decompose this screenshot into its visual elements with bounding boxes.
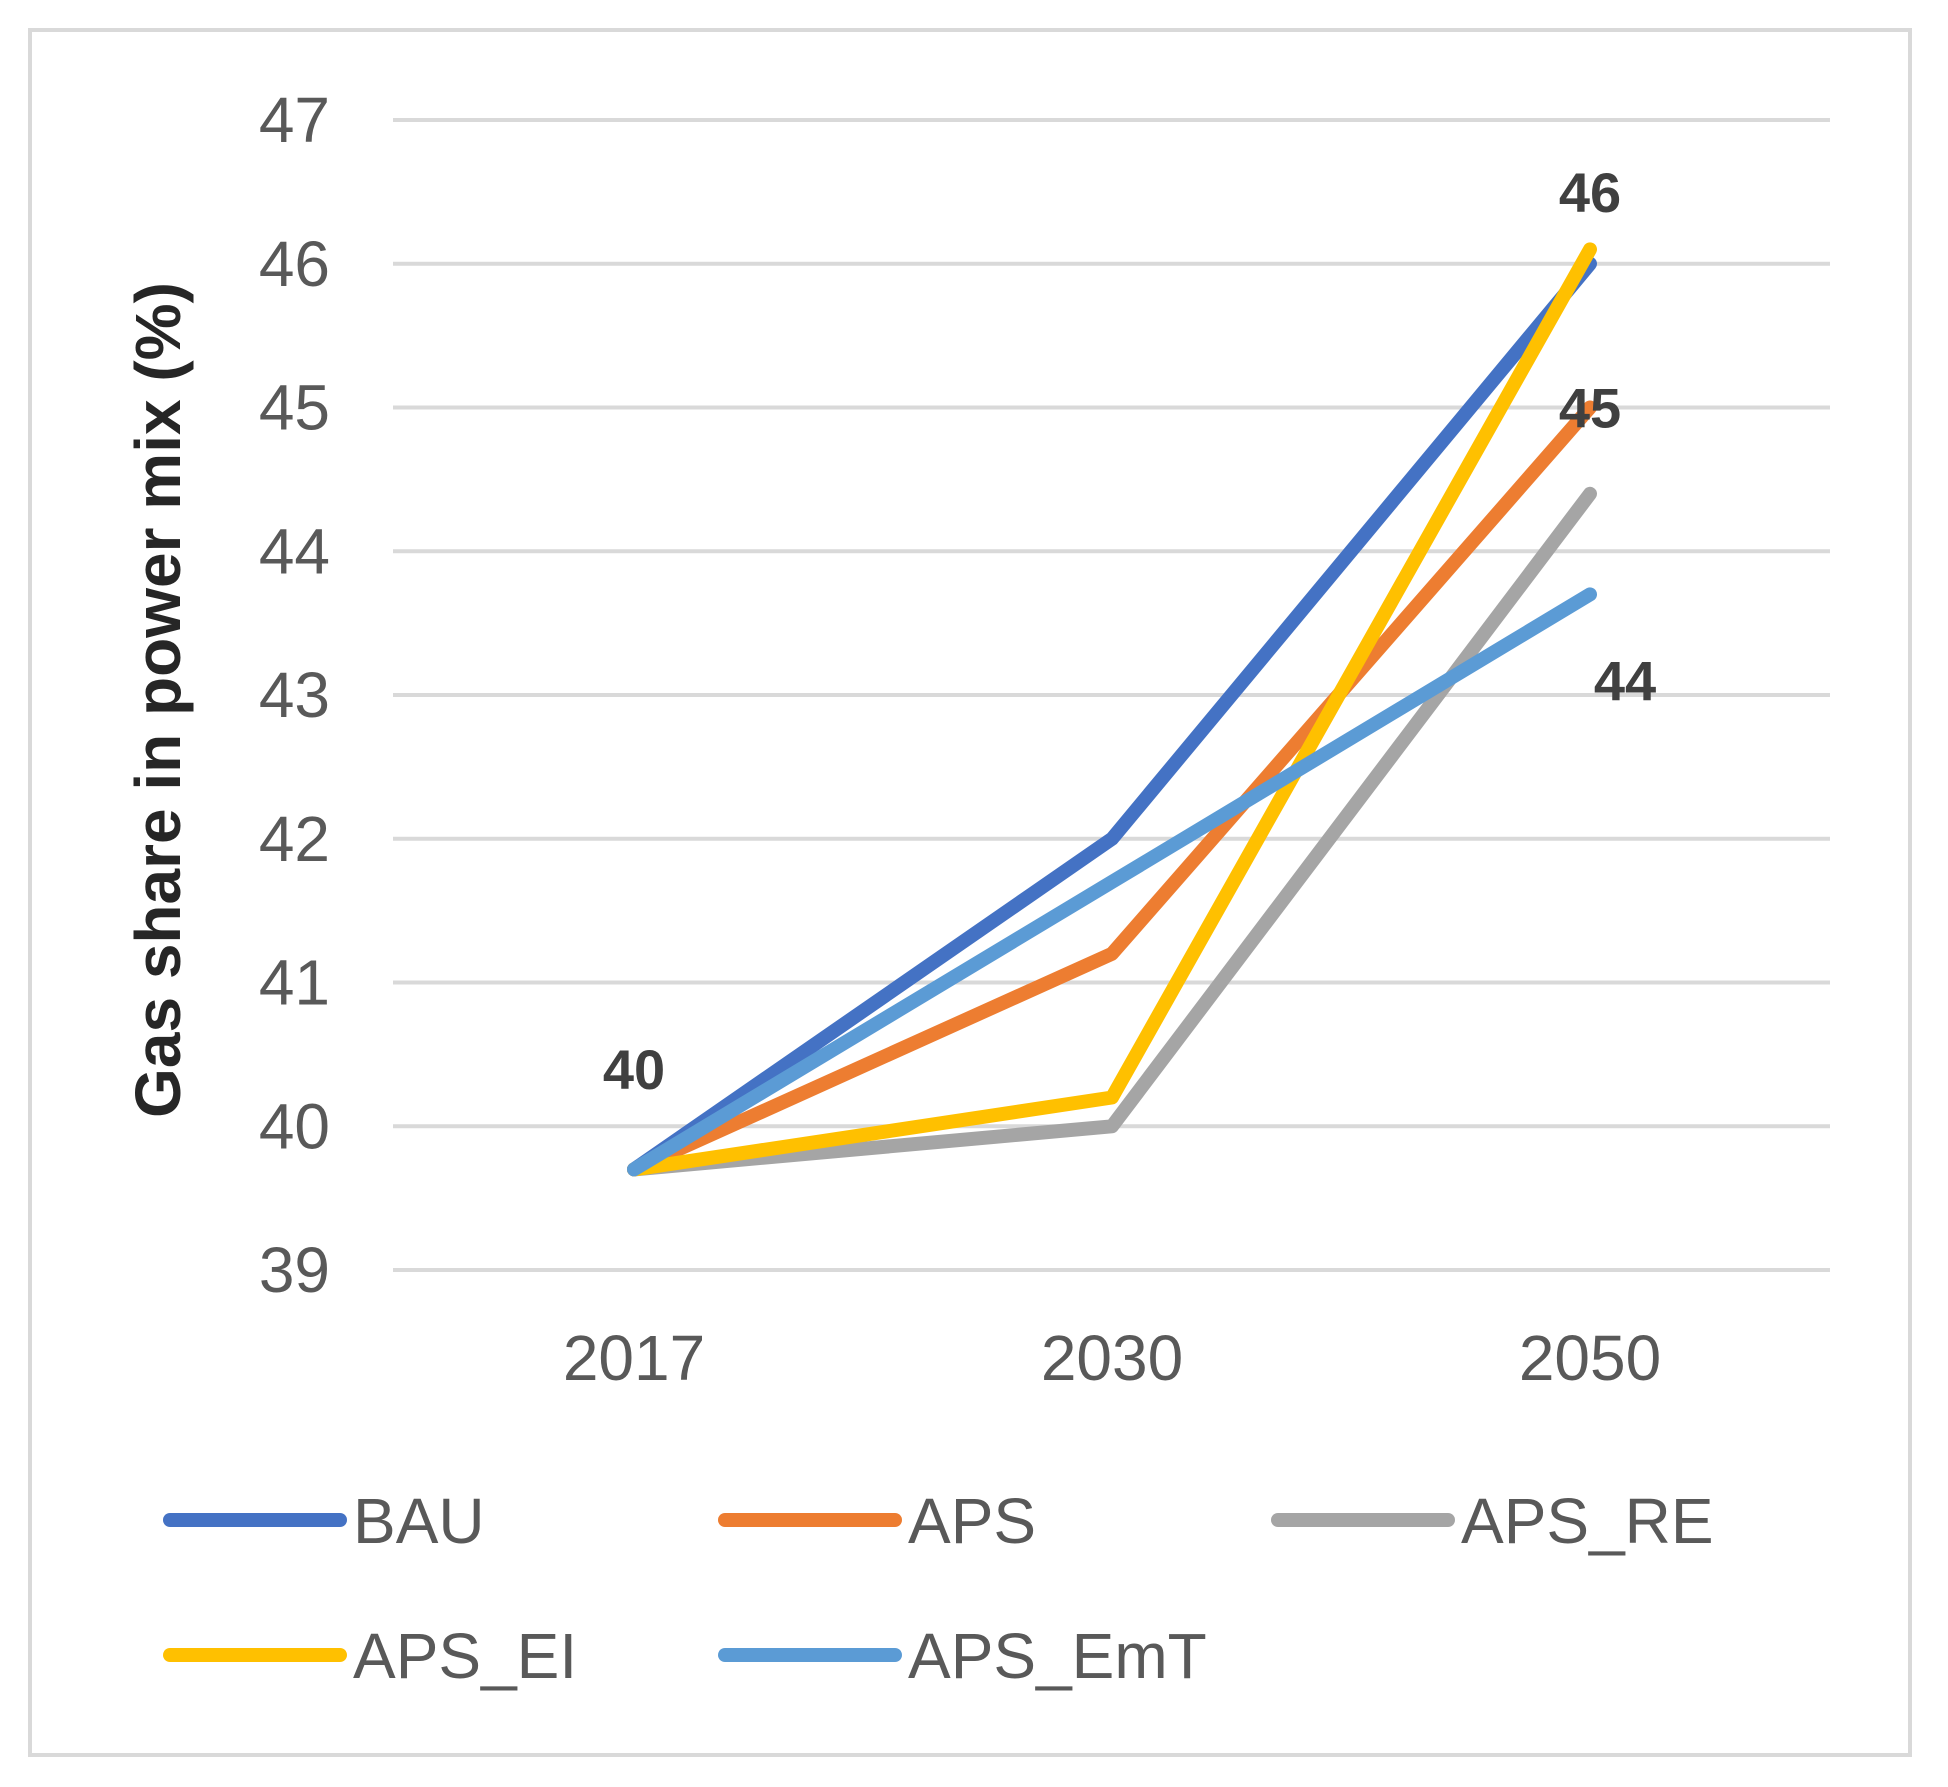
data-label: 40	[603, 1038, 665, 1101]
y-tick-label: 39	[259, 1234, 330, 1306]
y-tick-label: 42	[259, 803, 330, 875]
legend-label: APS_EI	[353, 1620, 577, 1692]
x-axis-ticks: 2017 2030 2050	[563, 1322, 1661, 1394]
x-tick-label: 2030	[1041, 1322, 1183, 1394]
legend-item: APS	[718, 1485, 1036, 1557]
legend-item: APS_EmT	[718, 1620, 1207, 1692]
chart-frame	[28, 28, 1912, 1757]
legend-item: APS_RE	[1271, 1485, 1714, 1557]
x-tick-label: 2050	[1519, 1322, 1661, 1394]
series-lines	[627, 242, 1597, 1177]
y-axis-ticks: 39 40 41 42 43 44 45 46 47	[259, 84, 330, 1306]
series-line-aps-ei	[627, 242, 1597, 1177]
y-tick-label: 43	[259, 659, 330, 731]
y-tick-label: 41	[259, 947, 330, 1019]
x-tick-label: 2017	[563, 1322, 705, 1394]
y-tick-label: 47	[259, 84, 330, 156]
series-line-aps-re	[627, 486, 1597, 1177]
data-label: 45	[1559, 377, 1621, 440]
legend-label: BAU	[353, 1485, 485, 1557]
legend-label: APS	[908, 1485, 1036, 1557]
y-tick-label: 40	[259, 1090, 330, 1162]
legend-label: APS_EmT	[908, 1620, 1207, 1692]
y-tick-label: 45	[259, 372, 330, 444]
y-tick-label: 46	[259, 228, 330, 300]
data-labels: 40 46 45 44	[603, 161, 1656, 1101]
data-label: 46	[1559, 161, 1621, 224]
legend-item: BAU	[163, 1485, 485, 1557]
series-line-aps	[627, 400, 1597, 1177]
legend-item: APS_EI	[163, 1620, 577, 1692]
series-line-bau	[627, 256, 1597, 1177]
y-axis-title: Gas share in power mix (%)	[122, 282, 194, 1118]
data-label: 44	[1594, 650, 1656, 713]
series-line-aps-emt	[627, 587, 1597, 1177]
legend: BAU APS APS_RE APS_EI APS_EmT	[163, 1485, 1714, 1692]
y-tick-label: 44	[259, 515, 330, 587]
legend-label: APS_RE	[1461, 1485, 1714, 1557]
